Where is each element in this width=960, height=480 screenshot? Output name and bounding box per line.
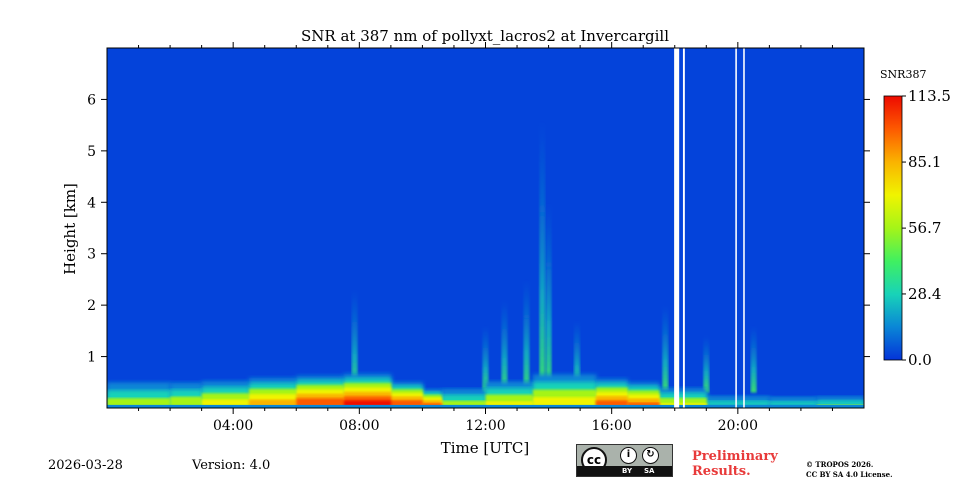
share-alike-icon: ↻ xyxy=(642,447,659,464)
bl-segment xyxy=(170,396,203,407)
colorbar-tick-label: 56.7 xyxy=(908,219,941,237)
copyright-notice: © TROPOS 2026. CC BY SA 4.0 License. xyxy=(806,460,893,480)
attribution-icon: i xyxy=(620,447,637,464)
plume-6 xyxy=(545,202,552,393)
x-tick-label: 08:00 xyxy=(339,418,379,434)
y-tick-label: 5 xyxy=(87,144,96,160)
plume-8 xyxy=(662,305,669,393)
missing-data-4 xyxy=(743,48,745,408)
plume-5 xyxy=(539,120,546,393)
bl-segment xyxy=(658,397,707,407)
colorbar xyxy=(883,95,903,361)
y-tick-label: 3 xyxy=(87,247,96,263)
date-label: 2026-03-28 xyxy=(48,458,123,473)
plume-2 xyxy=(482,325,489,393)
plume-1 xyxy=(351,289,358,393)
copyright-line-2: CC BY SA 4.0 License. xyxy=(806,470,893,479)
badge-by-label: BY xyxy=(622,467,633,475)
y-tick-label: 6 xyxy=(87,92,96,108)
chart-title: SNR at 387 nm of pollyxt_lacros2 at Inve… xyxy=(301,27,669,45)
y-axis-label: Height [km] xyxy=(61,183,79,275)
bl-segment xyxy=(658,402,707,407)
x-tick-label: 16:00 xyxy=(591,418,631,434)
colorbar-tick-label: 113.5 xyxy=(908,87,951,105)
colorbar-tick-label: 28.4 xyxy=(908,285,941,303)
bl-segment xyxy=(595,400,628,407)
bl-segment xyxy=(485,394,534,407)
missing-data-3 xyxy=(735,48,737,408)
bl-segment xyxy=(390,400,423,407)
plume-10 xyxy=(750,325,757,393)
bl-segment xyxy=(248,399,297,407)
x-axis-label: Time [UTC] xyxy=(441,439,530,457)
surface-stripe xyxy=(107,404,864,408)
colorbar-tick-label: 85.1 xyxy=(908,153,941,171)
bl-band-108 xyxy=(343,400,392,407)
bl-segment xyxy=(441,394,486,407)
bl-segment xyxy=(343,400,392,407)
version-label: Version: 4.0 xyxy=(192,458,271,473)
bl-segment xyxy=(627,402,660,407)
bl-segment xyxy=(201,399,250,407)
plume-9 xyxy=(703,336,710,393)
plume-4 xyxy=(523,279,530,393)
badge-bar xyxy=(577,466,672,476)
plume-3 xyxy=(501,300,508,393)
bl-segment xyxy=(532,397,597,407)
cc-license-badge: cc i ↻ BY SA xyxy=(576,444,673,477)
preliminary-line-1: Preliminary xyxy=(692,449,778,464)
y-tick-label: 4 xyxy=(87,195,96,211)
x-tick-label: 20:00 xyxy=(718,418,758,434)
bl-segment xyxy=(107,398,171,407)
badge-sa-label: SA xyxy=(644,467,655,475)
bl-segment xyxy=(296,398,345,407)
preliminary-line-2: Results. xyxy=(692,464,751,479)
colorbar-label: SNR387 xyxy=(880,68,926,81)
colorbar-tick-label: 0.0 xyxy=(908,351,932,369)
bl-segment xyxy=(706,400,770,407)
x-tick-label: 12:00 xyxy=(465,418,505,434)
plume-7 xyxy=(573,320,580,393)
bl-segment xyxy=(485,401,534,407)
bl-segment xyxy=(769,401,818,407)
preliminary-notice: Preliminary Results. xyxy=(692,449,778,479)
y-tick-label: 1 xyxy=(87,350,96,366)
bl-segment xyxy=(816,400,864,407)
bl-segment xyxy=(441,400,486,407)
copyright-line-1: © TROPOS 2026. xyxy=(806,460,874,469)
bl-segment xyxy=(422,403,442,407)
x-tick-label: 04:00 xyxy=(213,418,253,434)
missing-data-2 xyxy=(682,48,685,408)
plot-area xyxy=(107,48,864,408)
missing-data-1 xyxy=(674,48,680,408)
y-tick-label: 2 xyxy=(87,298,96,314)
